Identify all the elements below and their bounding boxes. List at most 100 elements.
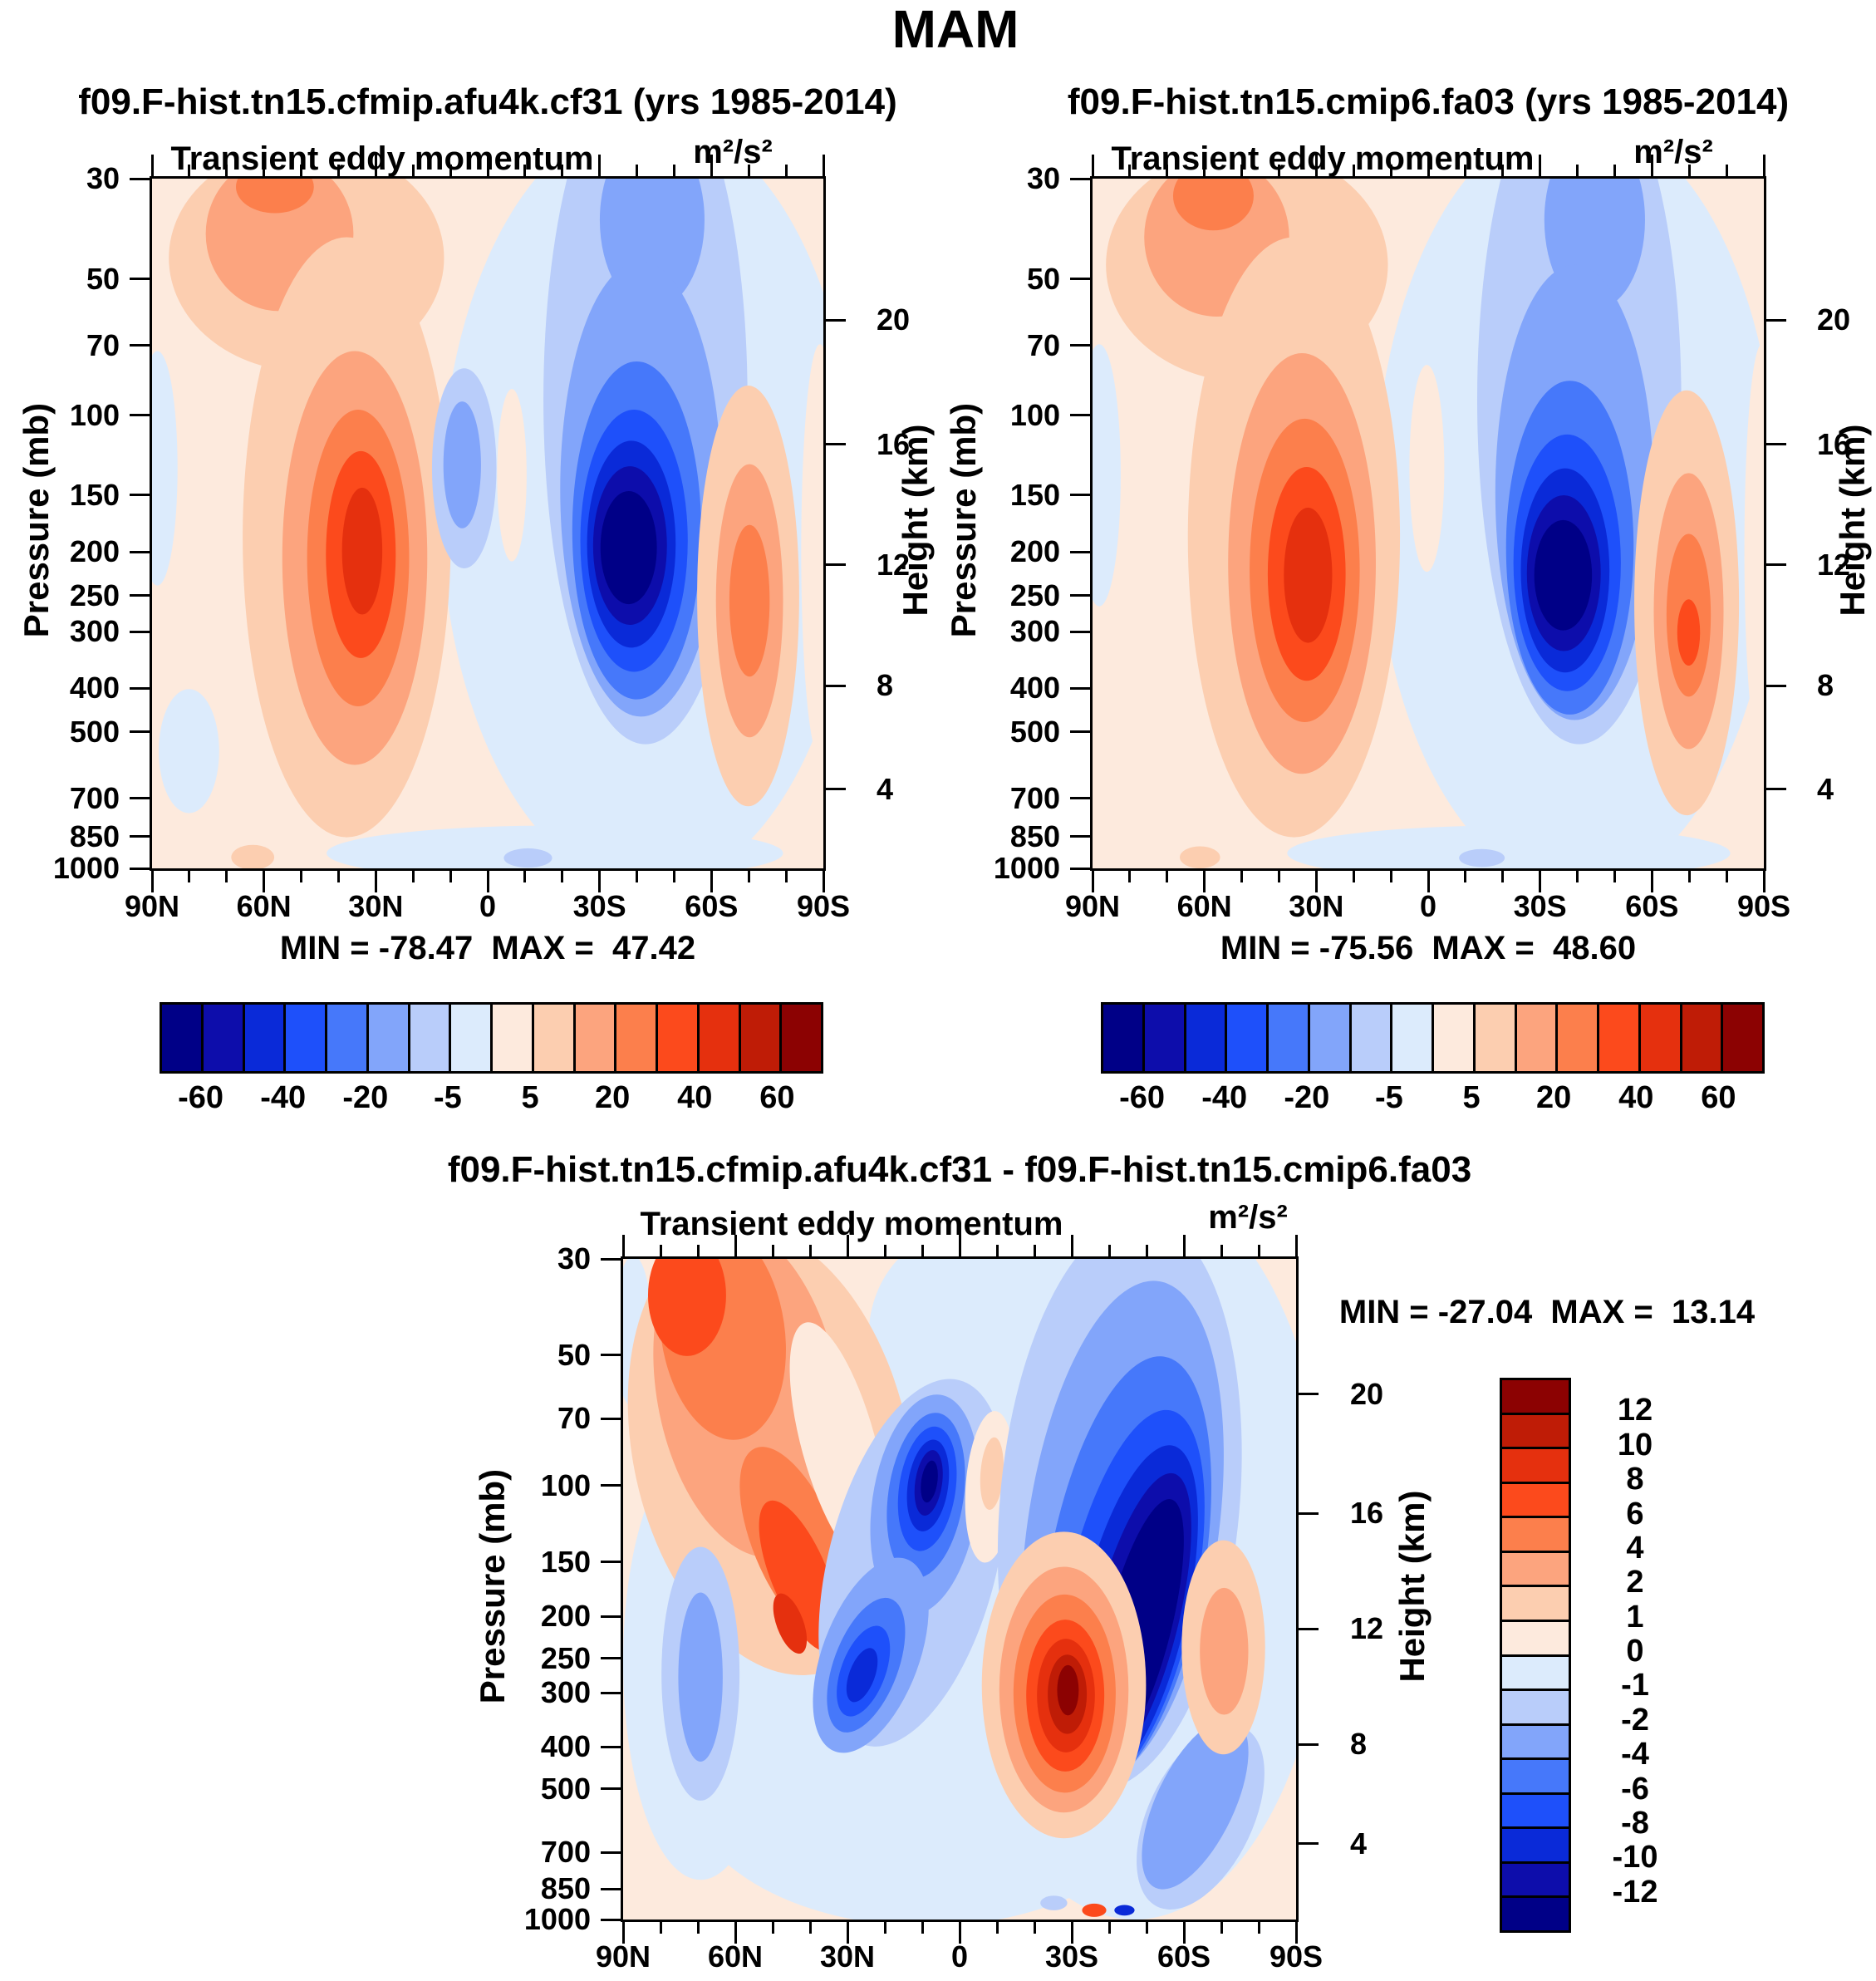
tick-mark xyxy=(601,1787,621,1791)
pressure-tick-label: 400 xyxy=(69,671,120,705)
lat-tick-label: 30N xyxy=(348,889,404,923)
colorbar-cell xyxy=(200,1005,243,1071)
tick-mark xyxy=(1240,165,1244,176)
tick-mark xyxy=(1650,155,1653,176)
colorbar-left xyxy=(160,1002,823,1074)
colorbar-tick-label: -12 xyxy=(1612,1874,1658,1910)
colorbar-tick-label: 5 xyxy=(1462,1080,1481,1115)
colorbar-cell xyxy=(1183,1005,1225,1071)
height-axis-label: Height (km) xyxy=(895,424,935,617)
tick-mark xyxy=(710,155,713,176)
tick-mark xyxy=(300,871,303,882)
colorbar-tick-label: -60 xyxy=(1119,1080,1166,1115)
tick-mark xyxy=(1091,871,1094,892)
pressure-tick-label: 250 xyxy=(1009,578,1060,612)
tick-mark xyxy=(1314,871,1318,892)
tick-mark xyxy=(601,1657,621,1660)
pressure-tick-label: 1000 xyxy=(52,851,120,885)
colorbar-cell xyxy=(1307,1005,1349,1071)
tick-mark xyxy=(1539,871,1542,892)
colorbar-cell xyxy=(1638,1005,1680,1071)
pressure-tick-label: 200 xyxy=(540,1599,591,1634)
lat-tick-label: 90S xyxy=(1736,889,1791,923)
lat-tick-label: 90S xyxy=(796,889,851,923)
tick-mark xyxy=(1766,318,1786,322)
pressure-tick-label: 700 xyxy=(69,780,120,815)
colorbar-tick-label: -4 xyxy=(1621,1737,1649,1772)
tick-mark xyxy=(130,630,150,633)
colorbar-right xyxy=(1101,1002,1765,1074)
tick-mark xyxy=(826,563,846,567)
tick-mark xyxy=(921,1245,924,1256)
tick-mark xyxy=(883,1245,886,1256)
pressure-tick-label: 50 xyxy=(86,261,120,296)
height-tick-label: 16 xyxy=(877,426,911,461)
pressure-tick-label: 850 xyxy=(540,1871,591,1906)
colorbar-tick-label: 20 xyxy=(595,1080,631,1115)
lat-tick-label: 90N xyxy=(1064,889,1121,923)
colorbar-cell xyxy=(1390,1005,1432,1071)
pressure-tick-label: 100 xyxy=(69,397,120,432)
tick-mark xyxy=(822,155,825,176)
tick-mark xyxy=(130,344,150,347)
colorbar-cell xyxy=(1502,1447,1569,1482)
tick-mark xyxy=(523,871,527,882)
colorbar-tick-label: 12 xyxy=(1617,1393,1653,1428)
tick-mark xyxy=(1299,1842,1319,1846)
tick-mark xyxy=(1687,165,1691,176)
tick-mark xyxy=(1464,871,1467,882)
pressure-tick-label: 300 xyxy=(1009,614,1060,649)
tick-mark xyxy=(601,1887,621,1890)
colorbar-cell xyxy=(656,1005,697,1071)
contour-plot-diff xyxy=(621,1256,1299,1922)
tick-mark xyxy=(336,871,340,882)
colorbar-cell xyxy=(614,1005,656,1071)
pressure-tick-label: 50 xyxy=(1026,261,1060,296)
tick-mark xyxy=(636,871,639,882)
tick-mark xyxy=(1427,871,1430,892)
pressure-tick-label: 400 xyxy=(540,1729,591,1764)
tick-mark xyxy=(1107,1922,1111,1934)
lat-tick-label: 30N xyxy=(819,1939,876,1974)
height-tick-label: 16 xyxy=(1350,1496,1384,1531)
lat-tick-label: 60S xyxy=(1625,889,1679,923)
tick-mark xyxy=(1576,871,1579,882)
tick-mark xyxy=(1501,871,1505,882)
tick-mark xyxy=(1070,867,1090,870)
pressure-tick-label: 50 xyxy=(557,1337,591,1372)
tick-mark xyxy=(561,165,564,176)
tick-mark xyxy=(1766,443,1786,446)
colorbar-tick-label: 40 xyxy=(1618,1080,1654,1115)
colorbar-cell xyxy=(1502,1895,1569,1930)
pressure-tick-label: 300 xyxy=(540,1675,591,1710)
colorbar-tick-label: 0 xyxy=(1626,1634,1644,1669)
tick-mark xyxy=(1762,871,1766,892)
lat-tick-label: 30S xyxy=(572,889,626,923)
tick-mark xyxy=(672,871,675,882)
pressure-tick-label: 250 xyxy=(540,1640,591,1675)
tick-mark xyxy=(1166,871,1169,882)
tick-mark xyxy=(747,871,750,882)
panel-title: f09.F-hist.tn15.cfmip.afu4k.cf31 (yrs 19… xyxy=(78,81,897,122)
tick-mark xyxy=(734,1922,737,1944)
panel-subtitle: Transient eddy momentum xyxy=(640,1206,1063,1242)
panel-units: m²/s² xyxy=(1208,1199,1288,1236)
tick-mark xyxy=(784,871,788,882)
tick-mark xyxy=(1182,1235,1186,1256)
tick-mark xyxy=(336,165,340,176)
tick-mark xyxy=(601,1561,621,1564)
panel-subtitle: Transient eddy momentum xyxy=(1111,140,1535,177)
colorbar-cell xyxy=(1502,1550,1569,1585)
colorbar-cell xyxy=(1472,1005,1515,1071)
colorbar-tick-label: 10 xyxy=(1617,1427,1653,1462)
tick-mark xyxy=(598,871,602,892)
pressure-tick-label: 70 xyxy=(86,327,120,362)
height-tick-label: 4 xyxy=(1817,771,1834,806)
colorbar-cell xyxy=(1502,1757,1569,1792)
colorbar-cell xyxy=(162,1005,201,1071)
tick-mark xyxy=(601,1691,621,1694)
colorbar-tick-label: -20 xyxy=(342,1080,389,1115)
contour-field xyxy=(1093,179,1764,868)
tick-mark xyxy=(621,1922,625,1944)
tick-mark xyxy=(130,686,150,690)
